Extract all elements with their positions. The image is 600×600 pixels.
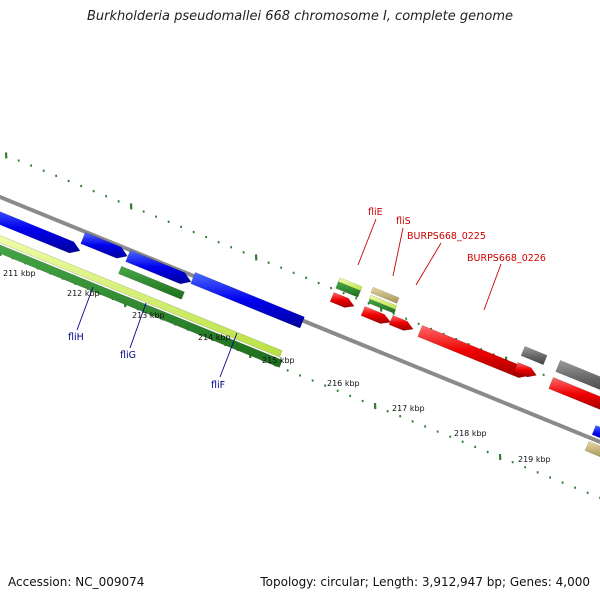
callout-line (392, 227, 404, 277)
kbp-labels: 211 kbp 212 kbp 213 kbp 214 kbp 215 kbp 216 k… (3, 269, 551, 464)
tan-gene-box (584, 441, 600, 457)
blue-gene-arrow (0, 211, 81, 254)
gene-label-flif[interactable]: fliF (211, 380, 225, 391)
callout-line (76, 286, 94, 331)
gray-gene-box (520, 346, 548, 366)
callout-line (219, 332, 238, 378)
callout-line (415, 242, 442, 286)
gray-gene-box (555, 360, 600, 390)
kbp-label: 214 kbp (198, 333, 231, 342)
accession-label: Accession: NC_009074 (8, 575, 145, 589)
gene-label-flie[interactable]: fliE (368, 207, 383, 218)
dark-green-strand (335, 281, 361, 298)
red-gene-arrow (329, 292, 355, 308)
gene-label-flig[interactable]: fliG (120, 350, 136, 361)
red-gene-arrow (513, 362, 537, 378)
tan-strand (370, 286, 400, 304)
red-gene-box (548, 377, 600, 410)
red-gene-arrow (360, 306, 392, 324)
kbp-label: 219 kbp (518, 455, 551, 464)
red-gene-arrow (417, 325, 530, 378)
kbp-label: 211 kbp (3, 269, 36, 278)
dark-green-strand (367, 298, 397, 314)
blue-gene-arrow (80, 232, 128, 259)
kbp-label: 212 kbp (67, 289, 100, 298)
gene-label-burps668_0226[interactable]: BURPS668_0226 (467, 253, 546, 264)
gene-features (0, 211, 600, 457)
callout-line (357, 218, 377, 266)
gene-label-flih[interactable]: fliH (68, 332, 84, 343)
kbp-label: 215 kbp (262, 356, 295, 365)
blue-gene-box (190, 272, 305, 329)
callout-line (129, 302, 147, 349)
blue-gene-box (591, 425, 600, 439)
gene-label-burps668_0225[interactable]: BURPS668_0225 (407, 231, 486, 242)
map-title: Burkholderia pseudomallei 668 chromosome… (86, 9, 514, 24)
kbp-label: 218 kbp (454, 429, 487, 438)
light-green-strand (337, 277, 363, 292)
label-callouts (76, 218, 502, 378)
kbp-label: 217 kbp (392, 404, 425, 413)
light-green-strand (0, 235, 283, 358)
kbp-label: 216 kbp (327, 379, 360, 388)
topology-label: Topology: circular; Length: 3,912,947 bp… (260, 575, 590, 589)
dark-green-strand (0, 244, 283, 368)
gene-label-flis[interactable]: fliS (396, 216, 411, 227)
light-green-strand (368, 294, 398, 310)
red-gene-arrow (388, 315, 414, 331)
kbp-label: 213 kbp (132, 311, 165, 320)
callout-line (483, 263, 502, 311)
gene-labels: fliH fliG fliF fliE fliS BURPS668_0225 BURPS66… (68, 207, 546, 391)
blue-gene-arrow (125, 250, 192, 285)
dark-green-strand (118, 265, 185, 300)
